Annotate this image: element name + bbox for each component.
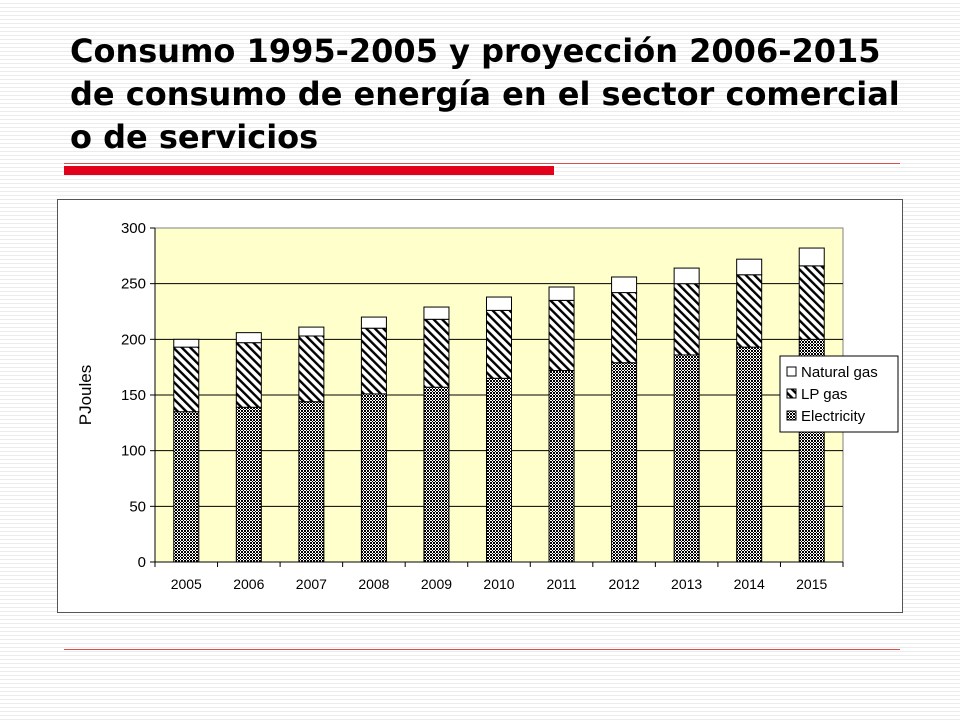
bar-segment-electricity (548, 370, 575, 563)
x-tick-label: 2015 (796, 576, 827, 592)
bar-segment-lp-gas (235, 342, 262, 408)
x-tick-label: 2010 (483, 576, 514, 592)
x-tick-label: 2006 (233, 576, 264, 592)
bar-segment-natural-gas (173, 338, 200, 348)
bottom-rule (64, 649, 900, 650)
bar-segment-electricity (235, 406, 262, 563)
legend-label: Natural gas (801, 364, 878, 381)
bar-segment-lp-gas (173, 346, 200, 413)
legend-label: LP gas (801, 386, 847, 403)
x-tick-label: 2005 (171, 576, 202, 592)
bar-segment-electricity (360, 393, 387, 563)
title-underline-thin (64, 163, 900, 164)
title-underline-accent (64, 166, 554, 175)
x-tick-label: 2014 (734, 576, 765, 592)
legend-label: Electricity (801, 408, 866, 425)
bar-segment-electricity (173, 411, 200, 563)
chart-frame: 0 50 100 150 200 250 300 2005 2006 2007 2008 2009 20… (57, 199, 903, 613)
bar-segment-lp-gas (360, 327, 387, 395)
bar-segment-natural-gas (360, 316, 387, 329)
x-tick-label: 2007 (296, 576, 327, 592)
y-tick-label: 0 (138, 554, 146, 571)
bar-segment-lp-gas (736, 274, 763, 348)
bar-segment-lp-gas (673, 283, 700, 356)
bars (173, 247, 825, 563)
bar-segment-electricity (298, 401, 325, 563)
bar-segment-natural-gas (485, 296, 513, 311)
x-tick-label: 2008 (358, 576, 389, 592)
bar-segment-natural-gas (423, 306, 450, 320)
legend-box (779, 355, 899, 433)
legend-swatch-electricity (786, 410, 797, 421)
bar-segment-natural-gas (298, 326, 325, 337)
slide-title: Consumo 1995-2005 y proyección 2006-2015… (70, 32, 900, 156)
y-tick-label: 100 (121, 443, 146, 460)
stacked-bar-chart: 0 50 100 150 200 250 300 2005 2006 2007 2008 2009 20… (76, 220, 899, 592)
axes: 0 50 100 150 200 250 300 2005 2006 2007 2008 2009 20… (121, 220, 844, 592)
bar-segment-electricity (736, 346, 763, 563)
y-tick-label: 250 (121, 276, 146, 293)
bar-segment-electricity (673, 354, 700, 563)
y-tick-label: 150 (121, 387, 146, 404)
bar-segment-natural-gas (611, 276, 638, 294)
bar-segment-electricity (423, 386, 450, 563)
x-tick-label: 2012 (609, 576, 640, 592)
bar-segment-electricity (485, 377, 513, 563)
legend-swatch-natural-gas (786, 366, 797, 377)
bar-segment-natural-gas (798, 247, 825, 267)
bar-segment-lp-gas (298, 335, 325, 403)
bar-segment-natural-gas (548, 286, 575, 301)
legend: Natural gas LP gas Electricity (779, 355, 899, 433)
bar-segment-electricity (611, 362, 638, 563)
bar-segment-natural-gas (673, 267, 700, 285)
bar-segment-lp-gas (611, 292, 638, 364)
y-tick-label: 300 (121, 220, 146, 237)
y-axis-title: PJoules (76, 365, 95, 425)
bar-segment-natural-gas (736, 258, 763, 276)
x-tick-label: 2011 (546, 576, 576, 592)
y-tick-label: 200 (121, 331, 146, 348)
y-tick-label: 50 (129, 498, 146, 515)
bar-segment-lp-gas (548, 299, 575, 372)
x-tick-label: 2009 (421, 576, 452, 592)
legend-swatch-lp-gas (786, 388, 797, 399)
bar-segment-lp-gas (423, 318, 450, 388)
bar-segment-natural-gas (235, 332, 262, 344)
x-tick-label: 2013 (671, 576, 702, 592)
bar-segment-lp-gas (485, 309, 513, 379)
bar-segment-lp-gas (798, 265, 825, 340)
